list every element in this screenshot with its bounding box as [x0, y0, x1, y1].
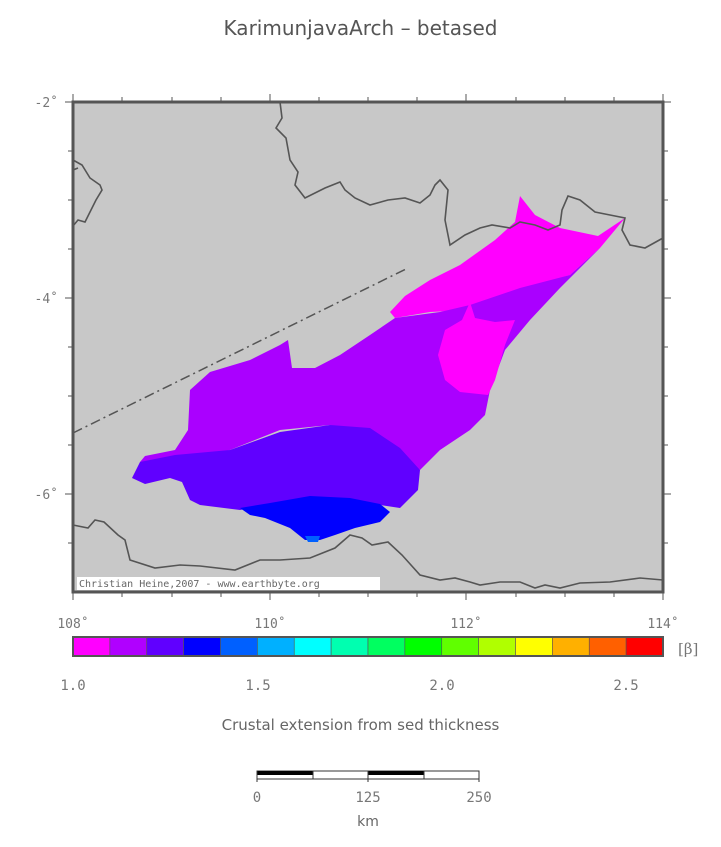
lat-label: -6˚ — [35, 487, 58, 503]
beta-zone-1-5 — [305, 536, 320, 542]
lon-label: 108˚ — [57, 616, 88, 632]
colorbar-tick-label: 2.0 — [429, 678, 454, 694]
lat-label: -2˚ — [35, 95, 58, 111]
colorbar-cell — [257, 636, 295, 657]
colorbar-cell — [552, 636, 590, 657]
map-title: KarimunjavaArch – betased — [223, 16, 498, 40]
scale-label: 0 — [253, 790, 261, 806]
colorbar-frame — [72, 636, 664, 657]
colorbar-cell — [588, 636, 627, 657]
scale-label: 125 — [355, 790, 380, 806]
colorbar-cell — [625, 636, 664, 657]
colorbar-cell — [146, 636, 184, 657]
colorbar-cell — [330, 636, 369, 657]
beta-zone-1-4 — [240, 496, 390, 540]
lat-label: -4˚ — [35, 291, 58, 307]
colorbar-cell — [478, 636, 516, 657]
colorbar-cell — [220, 636, 258, 657]
colorbar-cell — [109, 636, 148, 657]
boundary-dashdot-line — [72, 267, 409, 434]
colorbar-cell — [367, 636, 406, 657]
lon-label: 112˚ — [450, 616, 481, 632]
scale-bar — [256, 770, 480, 782]
colorbar-caption: Crustal extension from sed thickness — [221, 716, 500, 734]
scale-label: 250 — [466, 790, 491, 806]
coastlines — [72, 101, 664, 589]
colorbar-cell — [183, 636, 221, 657]
colorbar-cell — [515, 636, 553, 657]
beta-zone-1-2 — [140, 248, 600, 470]
lon-label: 114˚ — [647, 616, 678, 632]
extension-basin — [132, 196, 625, 542]
colorbar-tick-label: 2.5 — [613, 678, 638, 694]
beta-zone-1-3 — [132, 425, 420, 510]
scale-unit: km — [357, 814, 379, 830]
credit-text: Christian Heine,2007 - www.earthbyte.org — [79, 579, 320, 590]
credit-box — [77, 577, 380, 590]
lon-label: 110˚ — [254, 616, 285, 632]
colorbar — [72, 636, 664, 657]
beta-zone-1-0 — [390, 196, 625, 318]
colorbar-cell — [441, 636, 479, 657]
colorbar-tick-label: 1.0 — [60, 678, 85, 694]
colorbar-cell — [404, 636, 443, 657]
map-ticks — [65, 94, 671, 600]
colorbar-tick-label: 1.5 — [245, 678, 270, 694]
beta-zone-1-0-lobe — [438, 302, 515, 395]
colorbar-cell — [293, 636, 332, 657]
colorbar-cell — [72, 636, 111, 657]
colorbar-unit: [β] — [678, 640, 698, 658]
